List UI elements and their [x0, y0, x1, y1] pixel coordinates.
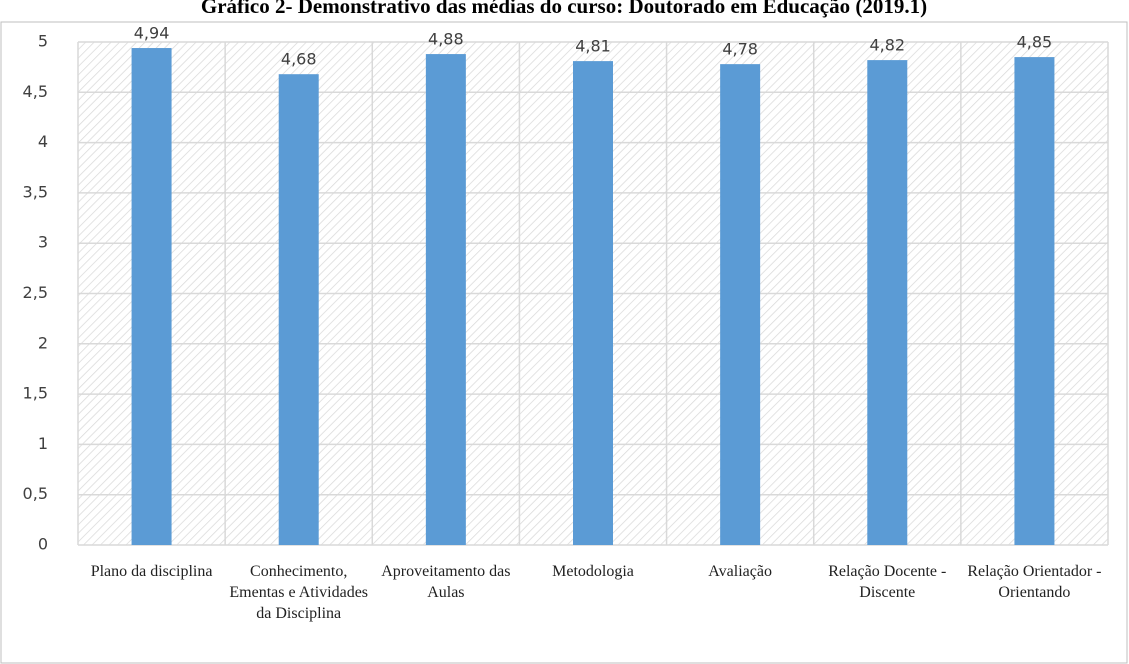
x-tick-label: Relação Orientador - Orientando [967, 563, 1102, 601]
value-label: 4,68 [281, 50, 317, 69]
y-tick-label: 1 [38, 434, 48, 453]
y-tick-label: 4,5 [23, 82, 48, 101]
bar [425, 54, 466, 546]
x-tick-label: Relação Docente - Discente [828, 563, 947, 601]
bar [573, 61, 613, 545]
bar [278, 74, 319, 545]
y-tick-label: 5 [38, 32, 48, 51]
value-label: 4,85 [1017, 33, 1053, 52]
y-tick-label: 2,5 [23, 283, 48, 302]
y-tick-label: 3,5 [23, 182, 48, 201]
value-label: 4,94 [134, 24, 170, 43]
y-tick-label: 4 [38, 132, 48, 151]
bar [867, 60, 908, 545]
bar [1014, 57, 1055, 546]
y-tick-label: 0 [38, 535, 48, 554]
x-tick-label: Plano da disciplina [90, 563, 213, 580]
x-tick-label: Aproveitamento das Aulas [381, 563, 511, 601]
y-tick-label: 1,5 [23, 384, 48, 403]
value-label: 4,81 [575, 37, 611, 56]
bar [131, 48, 172, 545]
x-tick-label: Avaliação [708, 563, 772, 580]
chart-title: Gráfico 2- Demonstrativo das médias do c… [201, 0, 927, 18]
x-tick-label: Conhecimento, Ementas e Atividades da Di… [229, 563, 369, 622]
y-tick-label: 3 [38, 233, 48, 252]
chart-border [0, 21, 1128, 664]
value-label: 4,88 [428, 30, 464, 49]
y-tick-label: 2 [38, 333, 48, 352]
y-tick-label: 0,5 [23, 484, 48, 503]
x-tick-label: Metodologia [552, 563, 634, 580]
bar [720, 64, 761, 546]
value-label: 4,82 [869, 36, 905, 55]
value-label: 4,78 [722, 40, 758, 59]
